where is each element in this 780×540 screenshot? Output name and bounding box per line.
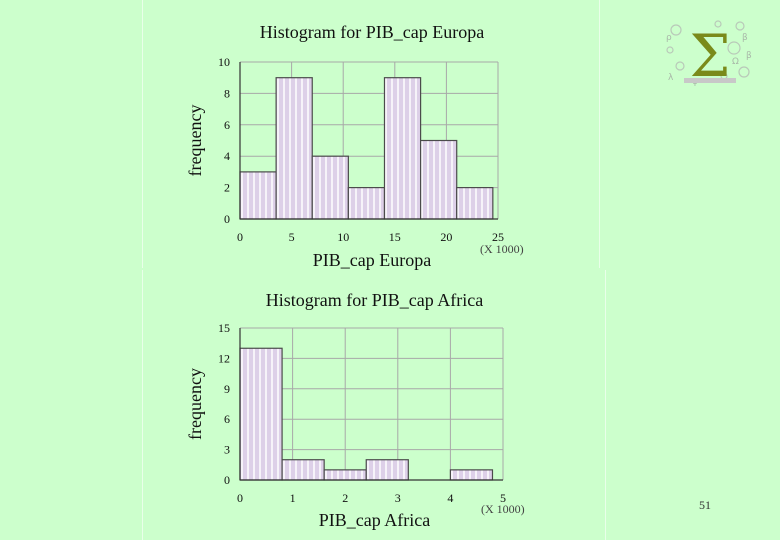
histogram-europa-chart: 0 2 4 6 8 10 0 5 10 15 20 25 Histogram for PIB_cap E… <box>185 22 524 270</box>
x-tick-label: 4 <box>447 491 453 505</box>
x-axis-label: PIB_cap Africa <box>319 510 430 530</box>
x-tick-label: 5 <box>289 230 295 244</box>
x-tick-label: 2 <box>342 491 348 505</box>
y-tick-label: 6 <box>224 412 230 426</box>
y-tick-label: 9 <box>224 382 230 396</box>
svg-text:Σ: Σ <box>689 22 730 90</box>
y-axis-label: frequency <box>185 105 205 177</box>
y-axis-label: frequency <box>185 368 205 440</box>
svg-text:λ: λ <box>668 73 674 83</box>
svg-text:β: β <box>742 33 748 43</box>
histogram-bar <box>281 459 325 481</box>
y-tick-label: 8 <box>224 86 230 100</box>
x-tick-label: 25 <box>492 230 504 244</box>
histogram-bar <box>456 187 494 220</box>
page-number: 51 <box>699 498 711 512</box>
sigma-logo-icon: ρβ λΩ φβ Σ <box>662 14 754 90</box>
histogram-bar <box>420 139 458 220</box>
histogram-bar <box>365 459 409 481</box>
x-axis-label: PIB_cap Europa <box>313 250 431 270</box>
histogram-bar <box>449 469 494 481</box>
y-tick-label: 3 <box>224 443 230 457</box>
chart-title: Histogram for PIB_cap Europa <box>260 22 484 42</box>
x-tick-label: 5 <box>500 491 506 505</box>
histogram-europa-panel: 0 2 4 6 8 10 0 5 10 15 20 25 Histogram for PIB_cap E… <box>142 0 600 270</box>
x-axis-scale-note: (X 1000) <box>481 502 525 516</box>
y-tick-label: 10 <box>218 55 230 69</box>
svg-text:Ω: Ω <box>732 57 739 67</box>
svg-text:ρ: ρ <box>666 33 672 43</box>
histogram-bar <box>383 77 422 220</box>
x-tick-label: 15 <box>389 230 401 244</box>
histogram-africa-panel: 0 3 6 9 12 15 0 1 2 3 4 5 Histogram for PIB_cap Afri… <box>142 270 606 540</box>
y-tick-label: 0 <box>224 473 230 487</box>
histogram-bar <box>347 187 386 220</box>
y-tick-label: 0 <box>224 212 230 226</box>
x-tick-label: 10 <box>337 230 349 244</box>
x-tick-label: 0 <box>237 230 243 244</box>
x-axis-scale-note: (X 1000) <box>480 242 524 256</box>
y-tick-label: 12 <box>218 351 230 365</box>
x-tick-label: 1 <box>290 491 296 505</box>
svg-text:β: β <box>746 51 752 61</box>
histogram-bar <box>239 347 283 481</box>
y-tick-label: 15 <box>218 321 230 335</box>
y-tick-label: 6 <box>224 118 230 132</box>
histogram-bar <box>323 469 367 481</box>
x-tick-label: 20 <box>440 230 452 244</box>
chart-title: Histogram for PIB_cap Africa <box>266 290 483 310</box>
histogram-bar <box>311 155 349 220</box>
histogram-bar <box>275 77 313 220</box>
y-tick-label: 2 <box>224 181 230 195</box>
x-tick-label: 0 <box>237 491 243 505</box>
histogram-bar <box>239 171 277 220</box>
x-tick-label: 3 <box>395 491 401 505</box>
y-tick-label: 4 <box>224 149 230 163</box>
